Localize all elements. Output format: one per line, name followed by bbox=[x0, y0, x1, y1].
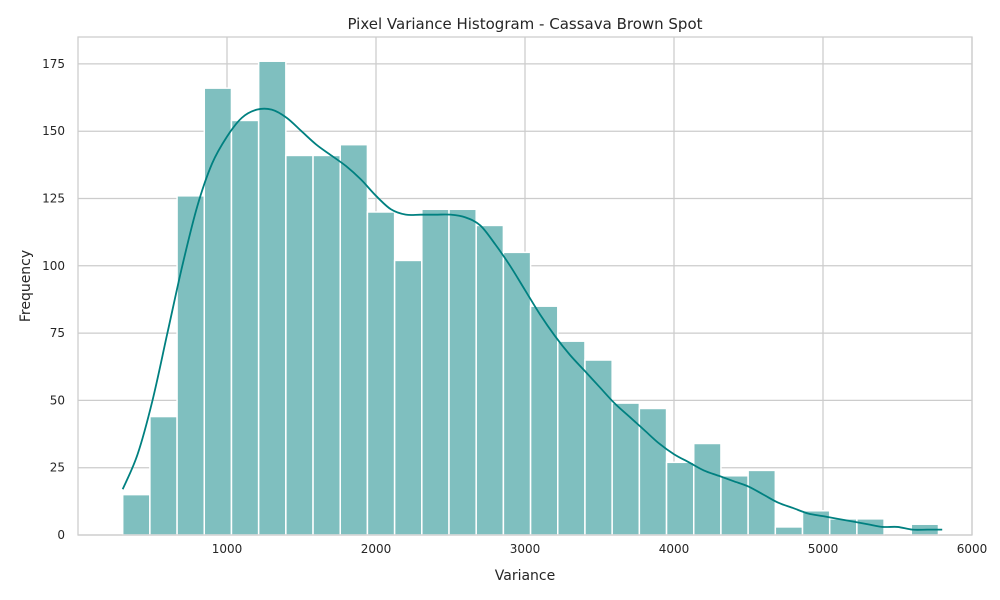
x-tick-label: 2000 bbox=[361, 542, 392, 556]
x-tick-label: 3000 bbox=[510, 542, 541, 556]
histogram-bar bbox=[557, 340, 586, 536]
histogram-bar bbox=[257, 60, 287, 536]
histogram-bar bbox=[285, 154, 314, 536]
y-tick-label: 125 bbox=[42, 192, 65, 206]
histogram-bar bbox=[665, 461, 695, 536]
histogram-bar bbox=[230, 119, 260, 536]
y-tick-label: 25 bbox=[50, 461, 65, 475]
histogram-bars bbox=[121, 60, 940, 536]
histogram-bar bbox=[393, 259, 423, 536]
x-tick-label: 4000 bbox=[659, 542, 690, 556]
histogram-bar bbox=[638, 407, 668, 536]
y-tick-label: 50 bbox=[50, 393, 65, 407]
histogram-bar bbox=[747, 469, 777, 536]
histogram-bar bbox=[312, 154, 341, 536]
histogram-bar bbox=[448, 208, 477, 536]
kde-curve-layer bbox=[121, 107, 943, 531]
histogram-bar bbox=[720, 475, 749, 536]
histogram-bar bbox=[421, 208, 450, 536]
y-tick-label: 150 bbox=[42, 124, 65, 138]
chart-title: Pixel Variance Histogram - Cassava Brown… bbox=[347, 15, 702, 33]
x-tick-label: 6000 bbox=[957, 542, 988, 556]
histogram-bar bbox=[502, 251, 532, 536]
histogram-bar bbox=[176, 195, 206, 536]
y-tick-label: 75 bbox=[50, 326, 65, 340]
histogram-bar bbox=[149, 415, 178, 536]
plot-frame bbox=[77, 36, 973, 536]
histogram-bar bbox=[774, 526, 804, 536]
x-tick-label: 5000 bbox=[808, 542, 839, 556]
y-tick-label: 100 bbox=[42, 259, 65, 273]
histogram-bar bbox=[203, 87, 233, 536]
histogram-bar bbox=[529, 305, 559, 536]
histogram-bar bbox=[121, 493, 151, 536]
histogram-bar bbox=[339, 143, 369, 536]
x-tick-label: 1000 bbox=[212, 542, 243, 556]
histogram-bar bbox=[366, 211, 396, 536]
x-tick-labels: 1000 2000 3000 4000 5000 6000 bbox=[212, 542, 988, 556]
x-axis-label: Variance bbox=[495, 568, 555, 584]
y-tick-label: 175 bbox=[42, 57, 65, 71]
y-tick-labels: 0 25 50 75 100 125 150 175 bbox=[42, 57, 65, 542]
y-tick-label: 0 bbox=[57, 528, 65, 542]
kde-curve bbox=[121, 107, 943, 531]
histogram-bar bbox=[692, 442, 722, 536]
y-axis-label: Frequency bbox=[18, 250, 34, 322]
histogram-bar bbox=[475, 224, 505, 536]
